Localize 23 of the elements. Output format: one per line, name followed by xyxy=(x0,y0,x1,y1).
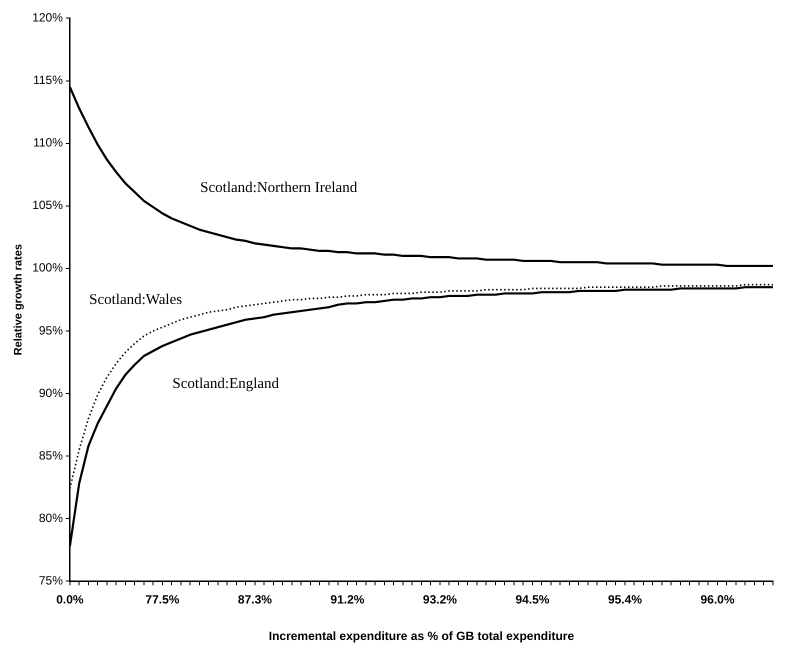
x-tick-label: 87.3% xyxy=(238,592,272,607)
x-tick-label: 96.0% xyxy=(700,592,735,607)
x-tick-label: 77.5% xyxy=(145,592,180,607)
y-tick-label: 105% xyxy=(32,198,64,212)
y-tick-label: 100% xyxy=(32,260,64,275)
x-tick-label: 94.5% xyxy=(515,592,550,607)
text: Scotland:England xyxy=(172,376,280,392)
y-tick-label: 80% xyxy=(38,510,64,525)
x-tick-label: 0.0% xyxy=(56,592,84,607)
y-tick-label: 95% xyxy=(38,323,64,338)
y-tick-label: 115% xyxy=(33,73,64,88)
text: Scotland:Northern Ireland xyxy=(200,180,358,196)
x-tick-label: 95.4% xyxy=(608,592,642,607)
y-tick-label: 75% xyxy=(38,574,64,588)
x-tick-label: 91.2% xyxy=(330,592,365,607)
y-tick-label: 110% xyxy=(33,136,64,150)
x-tick-label: 93.2% xyxy=(422,592,458,607)
series-label: Scotland:Wales xyxy=(89,292,182,308)
y-tick-label: 85% xyxy=(38,448,64,462)
y-tick-label: 120% xyxy=(32,10,64,25)
x-axis-title: Incremental expenditure as % of GB total expenditure xyxy=(268,629,574,644)
y-axis-title: Relative growth rates xyxy=(12,244,25,356)
y-tick-label: 90% xyxy=(38,386,64,400)
